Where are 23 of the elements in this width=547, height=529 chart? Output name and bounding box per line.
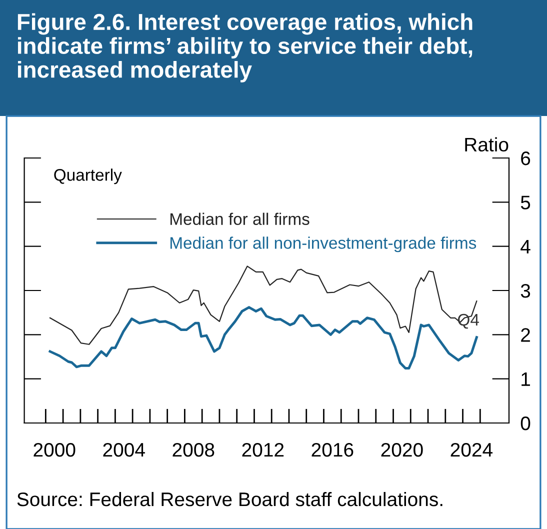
legend-label: Median for all firms xyxy=(170,212,310,225)
y-tick-label: 3 xyxy=(520,284,530,298)
x-tick-label: 2008 xyxy=(172,442,214,457)
y-tick-label: 5 xyxy=(520,196,530,210)
annotation: Q4 xyxy=(458,314,479,329)
y-tick-label: 1 xyxy=(522,372,530,386)
legend-label: Median for all non-investment-grade firms xyxy=(170,236,476,252)
x-tick-label: 2024 xyxy=(450,442,493,457)
line-series xyxy=(49,266,478,345)
line-series xyxy=(48,306,478,370)
y-axis-title: Ratio xyxy=(465,137,508,152)
x-tick-label: 2000 xyxy=(34,442,76,457)
y-tick-label: 0 xyxy=(520,416,530,430)
x-tick-label: 2004 xyxy=(103,442,145,457)
x-tick-label: 2012 xyxy=(242,442,284,457)
annotation: Quarterly xyxy=(54,168,122,184)
x-tick-label: 2020 xyxy=(381,442,423,457)
chart-title: Figure 2.6. Interest coverage ratios, which indicate firms’ ability to service their debt, increased moderately xyxy=(18,13,472,82)
y-tick-label: 4 xyxy=(520,240,530,254)
x-tick-label: 2016 xyxy=(312,442,354,457)
y-tick-label: 2 xyxy=(521,328,530,342)
y-tick-label: 6 xyxy=(521,151,530,166)
source-note: Source: Federal Reserve Board staff calculations. xyxy=(17,492,442,506)
